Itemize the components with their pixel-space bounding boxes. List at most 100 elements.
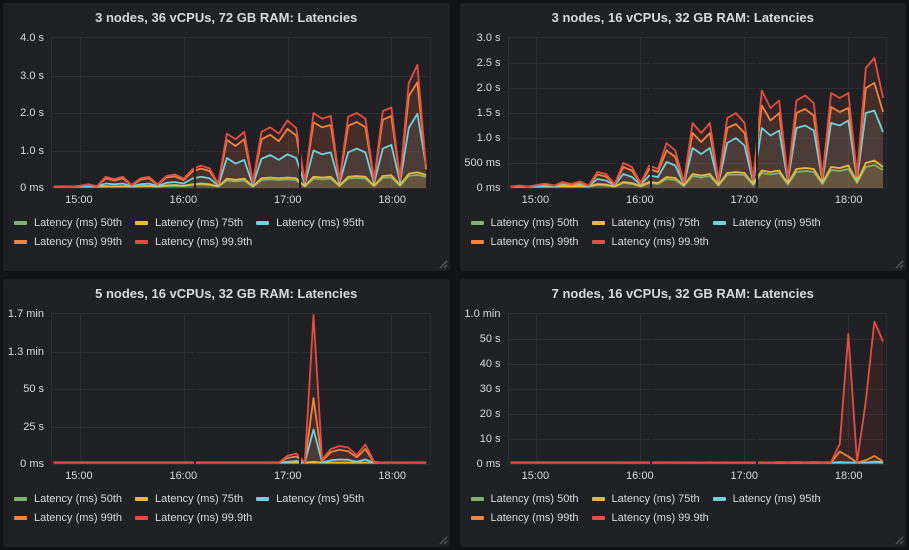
panel-resize-grip-icon[interactable] [894,535,904,545]
gridline-vertical [536,38,538,188]
panel-title[interactable]: 3 nodes, 36 vCPUs, 72 GB RAM: Latencies [95,10,358,25]
legend-label: Latency (ms) 75th [155,493,244,505]
legend-item-50th[interactable]: Latency (ms) 50th [470,217,579,229]
x-tick-label: 17:00 [730,194,759,206]
legend-item-50th[interactable]: Latency (ms) 50th [14,493,122,505]
y-tick-label: 25 s [23,420,44,433]
legend-swatch-icon [470,497,484,501]
y-tick-label: 0 ms [20,458,44,470]
x-tick-label: 16:00 [169,470,198,482]
panel-resize-grip-icon[interactable] [894,259,904,269]
data-gap [755,314,758,464]
x-tick-label: 15:00 [65,194,93,206]
legend-item-50th[interactable]: Latency (ms) 50th [470,493,579,505]
panel-title[interactable]: 7 nodes, 16 vCPUs, 32 GB RAM: Latencies [551,286,814,301]
legend-swatch-icon [591,221,605,225]
x-tick-label: 15:00 [521,470,550,482]
y-axis: 0 ms 10 s 20 s 30 s 40 s 50 s 1.0 min [460,308,508,470]
gridline-vertical [847,314,849,464]
data-gap [193,314,196,464]
series-line [510,452,882,463]
y-tick-label: 2.0 s [476,82,501,94]
legend-item-99th[interactable]: Latency (ms) 99th [14,512,122,524]
gridline-horizontal [508,414,886,415]
panel-title[interactable]: 3 nodes, 16 vCPUs, 32 GB RAM: Latencies [551,10,814,25]
legend-label: Latency (ms) 95th [732,493,821,505]
series-line [510,161,882,187]
x-tick-label: 16:00 [169,194,198,206]
legend-item-99.9th[interactable]: Latency (ms) 99.9th [591,236,709,248]
gridline-vertical [183,314,185,464]
legend-label: Latency (ms) 75th [155,217,244,229]
x-tick-label: 17:00 [273,194,302,206]
plot-area[interactable] [507,37,887,189]
gridline-vertical [640,38,642,188]
legend-label: Latency (ms) 95th [732,217,821,229]
legend-label: Latency (ms) 50th [490,217,579,229]
legend-swatch-icon [14,240,27,244]
legend: Latency (ms) 50th Latency (ms) 75th Latenc… [470,217,883,255]
gridline-vertical [287,38,289,188]
gridline-vertical [640,314,642,464]
plot-area[interactable] [51,313,431,465]
legend-swatch-icon [135,221,149,225]
panel-7nodes-16vcpu: 7 nodes, 16 vCPUs, 32 GB RAM: Latencies … [459,279,906,547]
gridline-horizontal [508,63,886,64]
legend-item-75th[interactable]: Latency (ms) 75th [591,217,700,229]
legend-swatch-icon [14,516,27,520]
legend-label: Latency (ms) 50th [34,217,123,229]
legend-label: Latency (ms) 75th [611,217,700,229]
y-tick-label: 3.0 s [20,69,44,82]
gridline-vertical [79,38,81,188]
x-tick-label: 16:00 [626,470,654,482]
legend-item-95th[interactable]: Latency (ms) 95th [712,217,821,229]
legend-item-95th[interactable]: Latency (ms) 95th [256,493,364,505]
legend-item-99.9th[interactable]: Latency (ms) 99.9th [135,236,252,248]
legend-label: Latency (ms) 50th [490,493,579,505]
x-axis: 15:00 16:00 17:00 18:00 [51,189,431,211]
legend-item-99.9th[interactable]: Latency (ms) 99.9th [591,512,709,524]
panel-resize-grip-icon[interactable] [438,259,448,269]
x-axis: 15:00 16:00 17:00 18:00 [508,465,888,487]
legend-swatch-icon [591,240,605,244]
gridline-horizontal [52,426,430,428]
legend-label: Latency (ms) 95th [276,493,365,505]
panel-title[interactable]: 5 nodes, 16 vCPUs, 32 GB RAM: Latencies [95,286,358,301]
gridline-vertical [79,314,81,464]
legend-swatch-icon [470,516,484,520]
legend-item-75th[interactable]: Latency (ms) 75th [135,217,243,229]
legend-item-75th[interactable]: Latency (ms) 75th [591,493,700,505]
x-tick-label: 17:00 [273,470,302,482]
plot-area[interactable] [507,313,887,465]
y-tick-label: 1.3 min [7,345,44,358]
legend-item-95th[interactable]: Latency (ms) 95th [712,493,821,505]
legend-item-95th[interactable]: Latency (ms) 95th [256,217,364,229]
y-tick-label: 1.7 min [7,308,44,320]
legend-item-75th[interactable]: Latency (ms) 75th [135,493,243,505]
gridline-vertical [287,314,289,464]
panel-3nodes-16vcpu: 3 nodes, 16 vCPUs, 32 GB RAM: Latencies … [459,3,907,271]
gridline-horizontal [508,163,886,164]
data-gap [650,314,653,464]
chart-area: 0 ms 500 ms 1.0 s 1.5 s 2.0 s 2.5 s 3.0 s [460,32,907,194]
x-tick-label: 18:00 [378,194,406,206]
legend-swatch-icon [135,497,149,501]
y-axis: 0 ms 500 ms 1.0 s 1.5 s 2.0 s 2.5 s 3.0 s [460,32,508,194]
legend-item-99.9th[interactable]: Latency (ms) 99.9th [135,512,252,524]
plot-area[interactable] [51,37,431,189]
gridline-vertical [183,38,185,188]
y-tick-label: 50 s [23,383,44,395]
legend-label: Latency (ms) 99th [34,512,123,524]
panel-resize-grip-icon[interactable] [438,535,448,545]
series-fill [53,315,427,464]
x-axis: 15:00 16:00 17:00 18:00 [51,465,431,487]
legend-item-99th[interactable]: Latency (ms) 99th [470,512,579,524]
legend: Latency (ms) 50th Latency (ms) 75th Latenc… [14,217,426,255]
gridline-horizontal [508,339,886,340]
gridline-vertical [536,314,538,464]
legend-item-99th[interactable]: Latency (ms) 99th [14,236,122,248]
legend-item-50th[interactable]: Latency (ms) 50th [14,217,122,229]
legend-item-99th[interactable]: Latency (ms) 99th [470,236,579,248]
legend-label: Latency (ms) 99th [490,512,579,524]
